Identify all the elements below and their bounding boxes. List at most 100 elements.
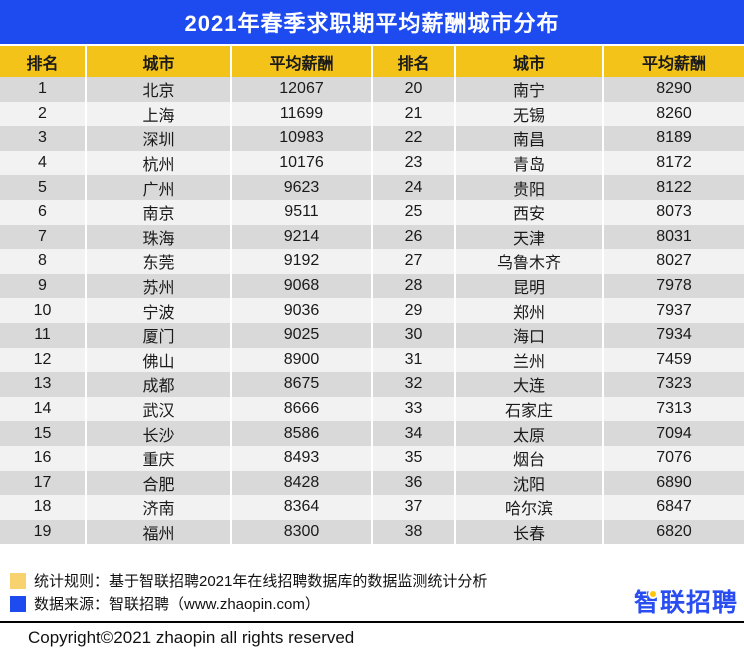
city-cell: 沈阳 bbox=[454, 470, 603, 496]
salary-cell: 8428 bbox=[230, 470, 372, 496]
city-cell: 南京 bbox=[85, 199, 231, 225]
salary-cell: 9623 bbox=[230, 175, 372, 200]
city-cell: 济南 bbox=[85, 495, 231, 520]
city-cell: 贵阳 bbox=[454, 175, 603, 200]
city-cell: 珠海 bbox=[85, 224, 231, 250]
header-city-right: 城市 bbox=[454, 46, 603, 77]
salary-cell: 11699 bbox=[230, 101, 372, 127]
city-cell: 杭州 bbox=[85, 150, 231, 176]
rank-cell: 37 bbox=[371, 495, 455, 520]
copyright-text: Copyright©2021 zhaopin all rights reserv… bbox=[28, 628, 355, 648]
city-cell: 昆明 bbox=[454, 273, 603, 299]
rank-cell: 7 bbox=[0, 224, 86, 250]
city-cell: 广州 bbox=[85, 175, 231, 200]
header-rank-right: 排名 bbox=[371, 46, 455, 77]
city-cell: 厦门 bbox=[85, 322, 231, 348]
yellow-swatch-icon bbox=[10, 572, 26, 589]
rank-cell: 16 bbox=[0, 445, 86, 471]
city-cell: 乌鲁木齐 bbox=[454, 249, 603, 274]
rank-cell: 31 bbox=[371, 347, 455, 373]
city-cell: 天津 bbox=[454, 224, 603, 250]
salary-cell: 7323 bbox=[602, 372, 744, 397]
city-cell: 武汉 bbox=[85, 396, 231, 422]
rank-cell: 20 bbox=[371, 77, 455, 102]
footer-divider bbox=[0, 621, 744, 624]
city-cell: 上海 bbox=[85, 101, 231, 127]
city-cell: 长沙 bbox=[85, 421, 231, 446]
legend: 统计规则：基于智联招聘2021年在线招聘数据库的数据监测统计分析 数据来源：智联… bbox=[0, 569, 744, 615]
rank-cell: 18 bbox=[0, 495, 86, 520]
header-rank-left: 排名 bbox=[0, 46, 86, 77]
rank-cell: 5 bbox=[0, 175, 86, 200]
rank-cell: 23 bbox=[371, 150, 455, 176]
rank-cell: 38 bbox=[371, 519, 455, 545]
salary-cell: 6890 bbox=[602, 470, 744, 496]
salary-cell: 7937 bbox=[602, 298, 744, 323]
city-cell: 成都 bbox=[85, 372, 231, 397]
rank-cell: 32 bbox=[371, 372, 455, 397]
table-row: 14 武汉 8666 33 石家庄 7313 bbox=[0, 396, 744, 422]
rank-cell: 24 bbox=[371, 175, 455, 200]
city-cell: 南昌 bbox=[454, 126, 603, 151]
rank-cell: 13 bbox=[0, 372, 86, 397]
salary-cell: 8300 bbox=[230, 519, 372, 545]
city-cell: 青岛 bbox=[454, 150, 603, 176]
rank-cell: 9 bbox=[0, 273, 86, 299]
salary-cell: 8189 bbox=[602, 126, 744, 151]
rank-cell: 17 bbox=[0, 470, 86, 496]
city-cell: 烟台 bbox=[454, 445, 603, 471]
table-row: 10 宁波 9036 29 郑州 7937 bbox=[0, 298, 744, 323]
city-cell: 东莞 bbox=[85, 249, 231, 274]
rank-cell: 29 bbox=[371, 298, 455, 323]
rank-cell: 3 bbox=[0, 126, 86, 151]
city-cell: 苏州 bbox=[85, 273, 231, 299]
header-city-left: 城市 bbox=[85, 46, 231, 77]
rank-cell: 14 bbox=[0, 396, 86, 422]
salary-cell: 8122 bbox=[602, 175, 744, 200]
city-cell: 石家庄 bbox=[454, 396, 603, 422]
table-row: 2 上海 11699 21 无锡 8260 bbox=[0, 101, 744, 127]
rank-cell: 1 bbox=[0, 77, 86, 102]
rank-cell: 19 bbox=[0, 519, 86, 545]
salary-cell: 8666 bbox=[230, 396, 372, 422]
header-salary-right: 平均薪酬 bbox=[602, 46, 744, 77]
salary-cell: 10176 bbox=[230, 150, 372, 176]
salary-cell: 9036 bbox=[230, 298, 372, 323]
salary-cell: 8031 bbox=[602, 224, 744, 250]
blue-swatch-icon bbox=[10, 595, 26, 612]
legend-rule-row: 统计规则：基于智联招聘2021年在线招聘数据库的数据监测统计分析 bbox=[10, 569, 744, 592]
city-cell: 深圳 bbox=[85, 126, 231, 151]
rank-cell: 6 bbox=[0, 199, 86, 225]
city-cell: 长春 bbox=[454, 519, 603, 545]
rank-cell: 34 bbox=[371, 421, 455, 446]
rank-cell: 28 bbox=[371, 273, 455, 299]
salary-cell: 8027 bbox=[602, 249, 744, 274]
salary-cell: 7076 bbox=[602, 445, 744, 471]
city-cell: 佛山 bbox=[85, 347, 231, 373]
salary-cell: 10983 bbox=[230, 126, 372, 151]
salary-cell: 12067 bbox=[230, 77, 372, 102]
table-row: 7 珠海 9214 26 天津 8031 bbox=[0, 224, 744, 250]
city-cell: 无锡 bbox=[454, 101, 603, 127]
salary-cell: 8586 bbox=[230, 421, 372, 446]
city-cell: 宁波 bbox=[85, 298, 231, 323]
rank-cell: 15 bbox=[0, 421, 86, 446]
salary-cell: 7459 bbox=[602, 347, 744, 373]
city-cell: 郑州 bbox=[454, 298, 603, 323]
salary-cell: 9025 bbox=[230, 322, 372, 348]
table-row: 4 杭州 10176 23 青岛 8172 bbox=[0, 150, 744, 176]
salary-cell: 7934 bbox=[602, 322, 744, 348]
city-cell: 兰州 bbox=[454, 347, 603, 373]
city-cell: 哈尔滨 bbox=[454, 495, 603, 520]
salary-cell: 9511 bbox=[230, 199, 372, 225]
rank-cell: 25 bbox=[371, 199, 455, 225]
rank-cell: 35 bbox=[371, 445, 455, 471]
salary-cell: 6820 bbox=[602, 519, 744, 545]
city-cell: 福州 bbox=[85, 519, 231, 545]
table-row: 1 北京 12067 20 南宁 8290 bbox=[0, 77, 744, 102]
city-cell: 西安 bbox=[454, 199, 603, 225]
table-row: 16 重庆 8493 35 烟台 7076 bbox=[0, 445, 744, 471]
salary-cell: 9214 bbox=[230, 224, 372, 250]
table-row: 13 成都 8675 32 大连 7323 bbox=[0, 372, 744, 397]
